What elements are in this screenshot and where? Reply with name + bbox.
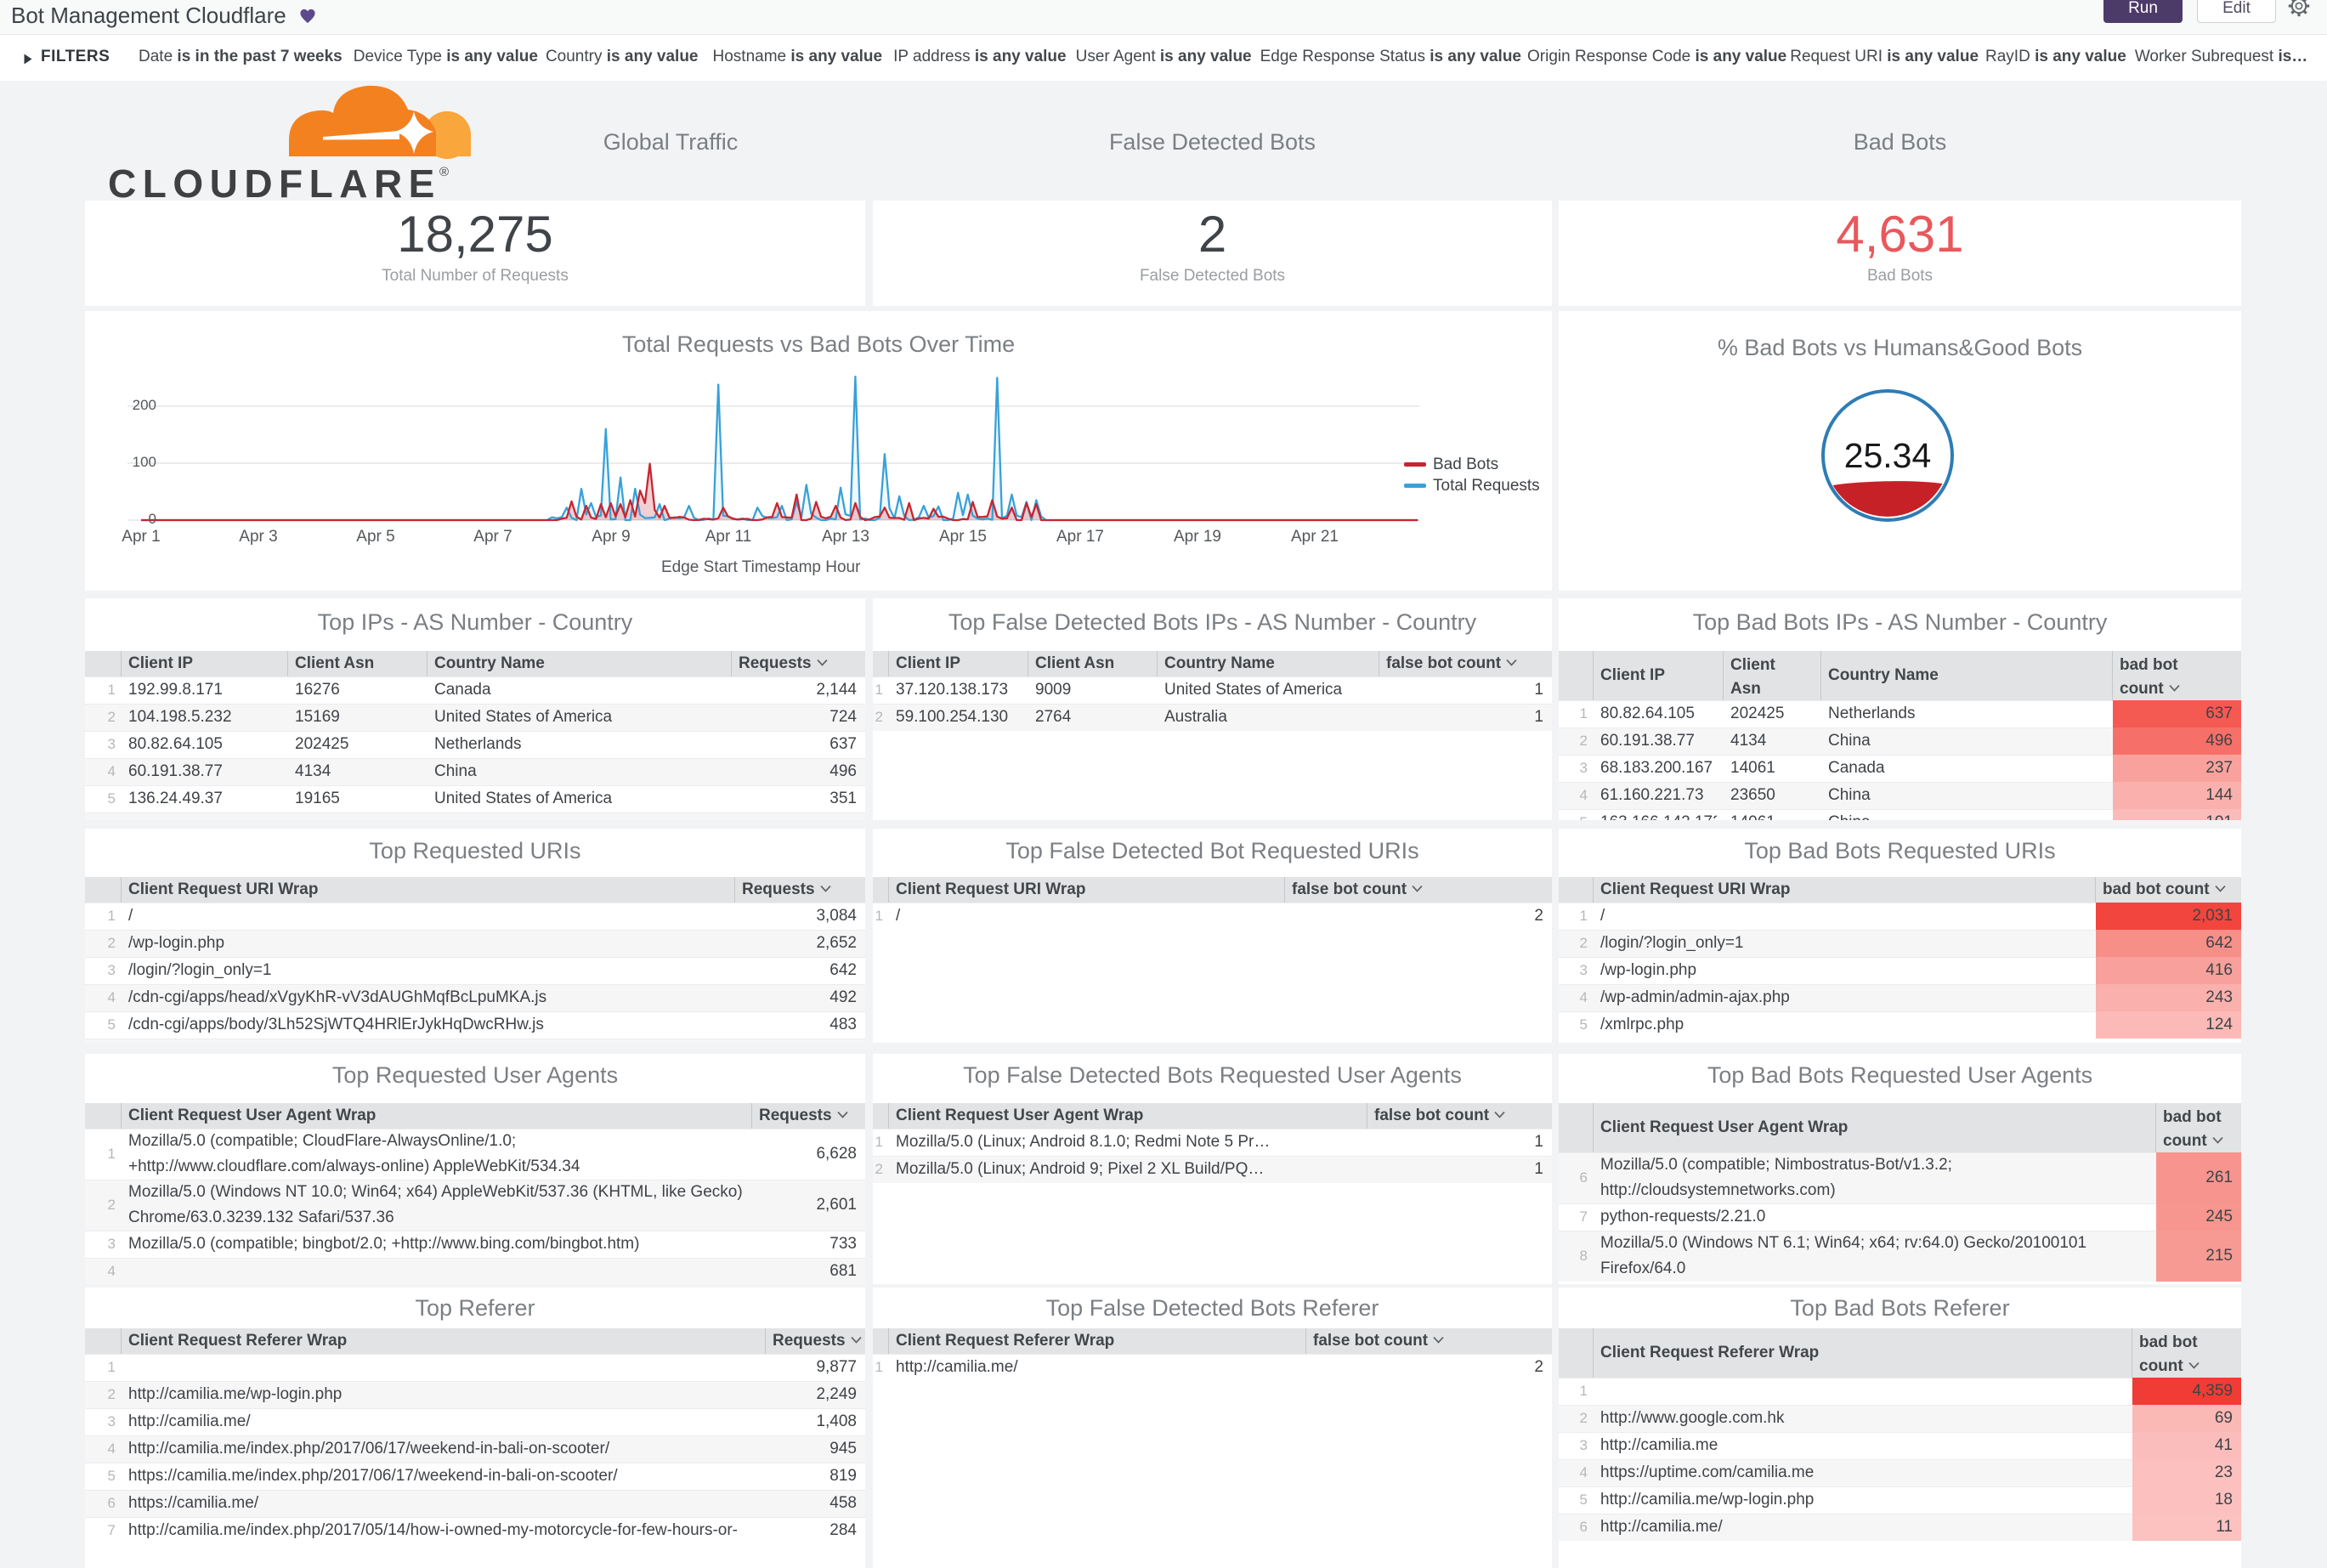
svg-text:CLOUDFLARE: CLOUDFLARE xyxy=(108,161,441,201)
svg-text:25.34: 25.34 xyxy=(1844,436,1932,475)
svg-text:®: ® xyxy=(439,165,449,179)
